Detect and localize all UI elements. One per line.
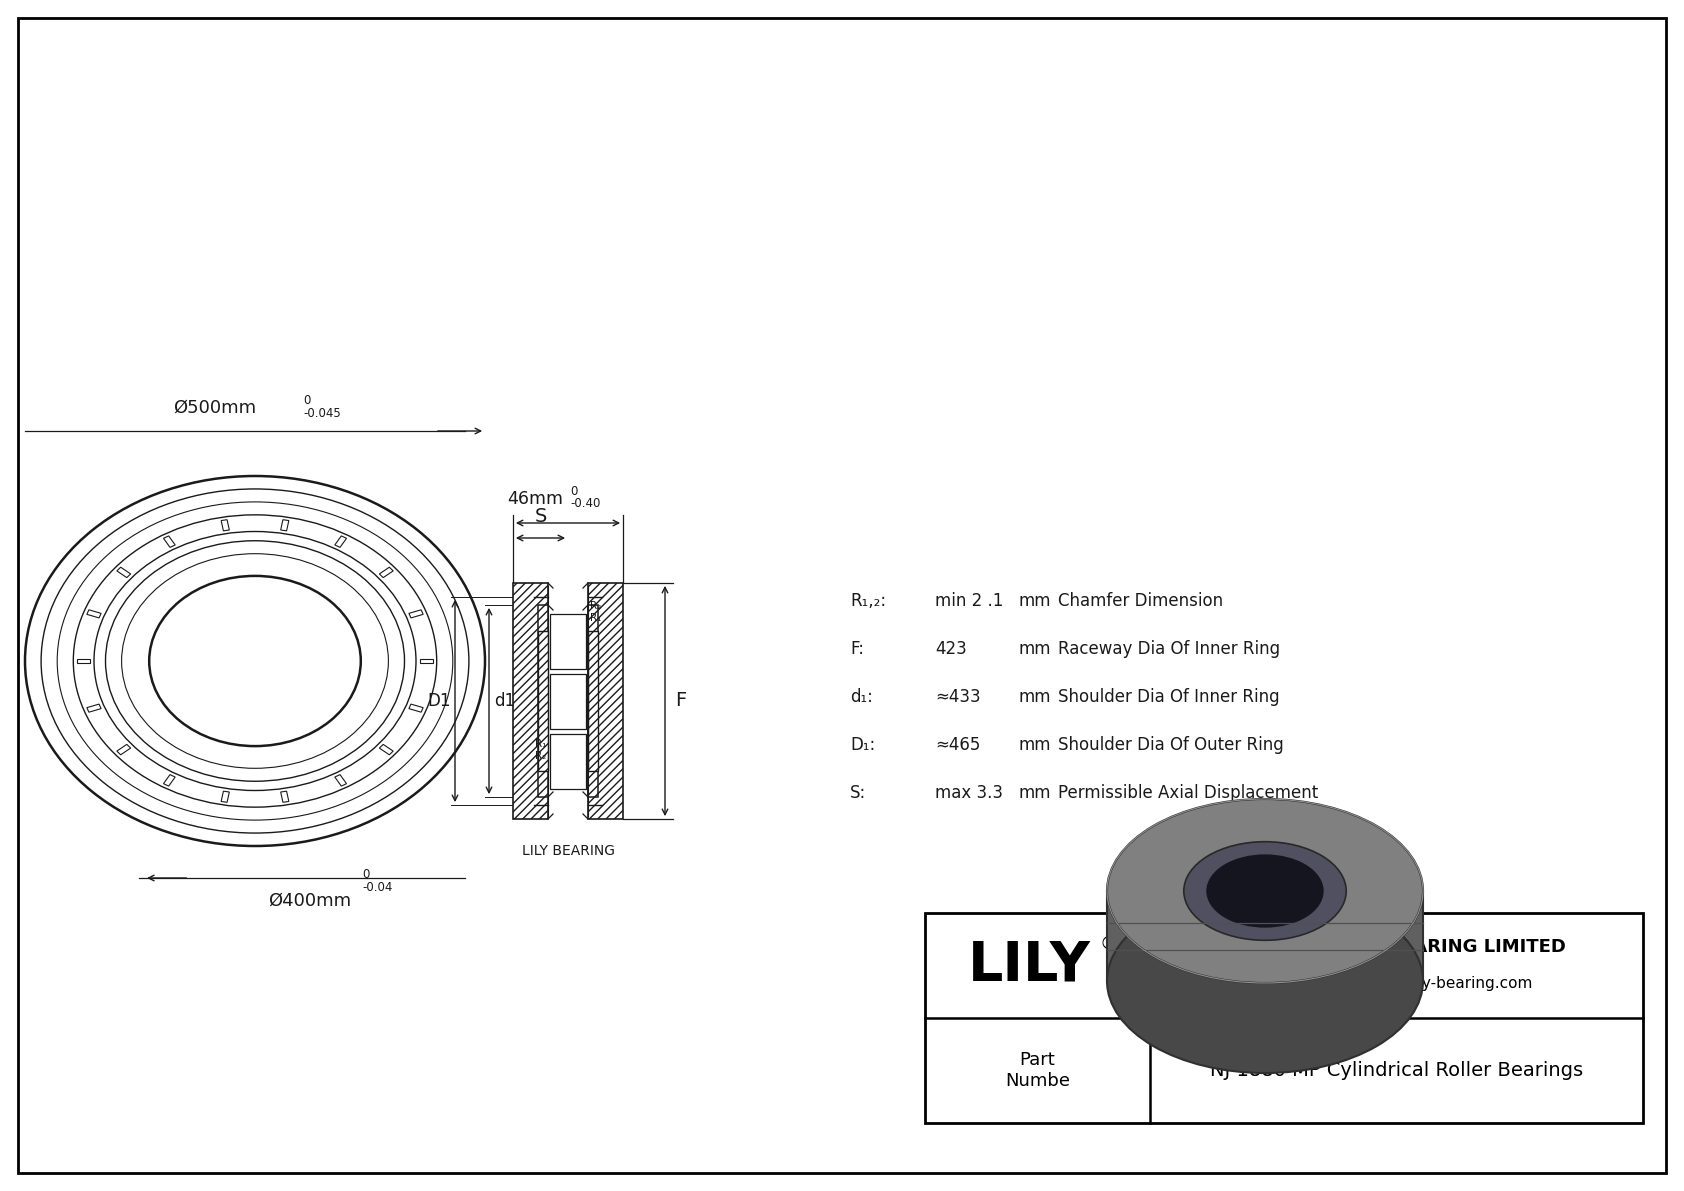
Ellipse shape (1106, 888, 1423, 1073)
Bar (588, 584, 623, 819)
Text: mm: mm (1019, 592, 1051, 610)
Text: Chamfer Dimension: Chamfer Dimension (1058, 592, 1223, 610)
Text: NJ 1880 MP Cylindrical Roller Bearings: NJ 1880 MP Cylindrical Roller Bearings (1209, 1061, 1583, 1080)
Text: R₂: R₂ (536, 752, 546, 761)
Text: 423: 423 (935, 640, 967, 657)
Text: R₁,₂:: R₁,₂: (850, 592, 886, 610)
Bar (588, 605, 598, 797)
Text: mm: mm (1019, 640, 1051, 657)
Text: d1: d1 (493, 692, 515, 710)
Bar (514, 584, 547, 819)
Text: ≈465: ≈465 (935, 736, 980, 754)
Bar (588, 584, 623, 819)
Bar (537, 605, 547, 797)
Text: -0.045: -0.045 (303, 407, 340, 420)
Bar (514, 584, 547, 819)
Bar (551, 673, 586, 729)
Text: S:: S: (850, 784, 866, 802)
Ellipse shape (1207, 855, 1324, 927)
Text: ≈433: ≈433 (935, 688, 980, 706)
Bar (537, 631, 547, 771)
Text: F: F (675, 692, 687, 711)
Text: 0: 0 (569, 485, 578, 498)
Text: Shoulder Dia Of Inner Ring: Shoulder Dia Of Inner Ring (1058, 688, 1280, 706)
Text: mm: mm (1019, 784, 1051, 802)
Text: ®: ® (1100, 935, 1118, 953)
Text: LILY BEARING: LILY BEARING (522, 844, 615, 858)
Text: -0.04: -0.04 (362, 881, 392, 894)
Text: R₂: R₂ (589, 601, 601, 611)
Text: 0: 0 (362, 868, 369, 881)
Bar (588, 631, 598, 771)
Text: Raceway Dia Of Inner Ring: Raceway Dia Of Inner Ring (1058, 640, 1280, 657)
Text: LILY: LILY (968, 939, 1091, 992)
Text: min 2 .1: min 2 .1 (935, 592, 1004, 610)
Text: Shoulder Dia Of Outer Ring: Shoulder Dia Of Outer Ring (1058, 736, 1283, 754)
Text: F:: F: (850, 640, 864, 657)
Text: R₁: R₁ (589, 613, 601, 623)
Text: SHANGHAI LILY BEARING LIMITED: SHANGHAI LILY BEARING LIMITED (1228, 939, 1566, 956)
Text: D₁:: D₁: (850, 736, 876, 754)
Text: Ø400mm: Ø400mm (268, 892, 352, 910)
Text: 46mm: 46mm (507, 490, 562, 509)
Bar (588, 631, 598, 771)
Bar (925, 913, 1644, 1123)
Text: Ø500mm: Ø500mm (173, 399, 256, 417)
Bar (537, 605, 547, 797)
Text: 0: 0 (303, 394, 310, 407)
Polygon shape (1106, 891, 1423, 981)
Bar (588, 605, 598, 797)
Text: mm: mm (1019, 688, 1051, 706)
Text: Part
Numbe: Part Numbe (1005, 1052, 1069, 1090)
Text: mm: mm (1019, 736, 1051, 754)
Bar (551, 613, 586, 668)
Text: max 3.3: max 3.3 (935, 784, 1004, 802)
Bar (551, 734, 586, 788)
Text: S: S (534, 507, 547, 526)
Text: -0.40: -0.40 (569, 497, 601, 510)
Text: D1: D1 (428, 692, 451, 710)
Ellipse shape (1106, 799, 1423, 983)
Bar (537, 631, 547, 771)
Text: d₁:: d₁: (850, 688, 872, 706)
Text: Permissible Axial Displacement: Permissible Axial Displacement (1058, 784, 1319, 802)
Text: R₁: R₁ (534, 738, 546, 749)
Ellipse shape (1184, 842, 1346, 941)
Text: Email: lilybearing@lily-bearing.com: Email: lilybearing@lily-bearing.com (1261, 975, 1532, 991)
